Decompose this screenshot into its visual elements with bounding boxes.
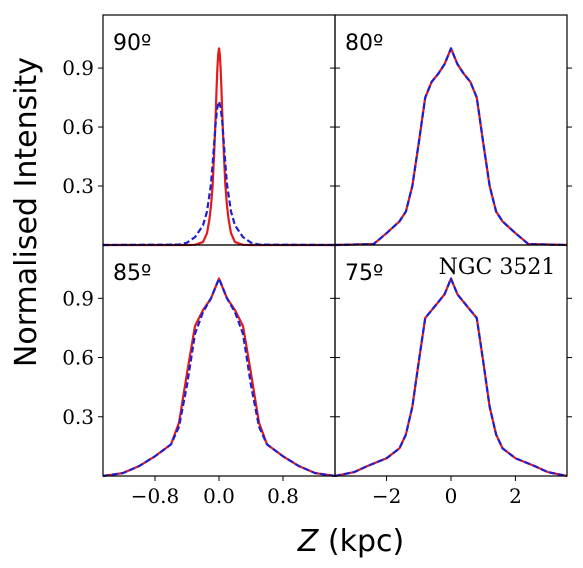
y-tick-label: 0.3 [62, 405, 94, 429]
x-axis-variable: Z [297, 524, 320, 559]
y-tick-label: 0.9 [62, 56, 94, 80]
x-tick-label: 2 [509, 484, 522, 508]
observed-profile-line [334, 47, 568, 247]
y-axis-label: Normalised Intensity [9, 57, 44, 367]
panel-2: 80º [330, 14, 572, 247]
inclination-label: 75º [345, 261, 383, 286]
model-profile-line [102, 277, 336, 478]
observed-profile-line [334, 277, 568, 478]
y-tick-label: 0.9 [62, 286, 94, 310]
x-axis-unit: (kpc) [318, 524, 404, 559]
panel-4: 75º −2 0 2 [330, 244, 572, 508]
x-tick-label: 0 [445, 484, 458, 508]
x-axis-label: Z (kpc) [297, 524, 404, 559]
panel-1: 90º 0.3 0.6 0.9 [62, 14, 340, 247]
model-profile-line [103, 47, 335, 247]
panel-3: 85º 0.3 0.6 0.9 −0.8 0.0 0.8 [62, 244, 340, 508]
x-tick-label: 0.8 [267, 484, 299, 508]
observed-profile-line [102, 277, 336, 478]
y-tick-label: 0.6 [62, 115, 94, 139]
inclination-label: 80º [345, 31, 383, 56]
model-profile-line [334, 277, 568, 478]
galaxy-annotation: NGC 3521 [439, 255, 556, 280]
x-tick-label: −0.8 [131, 484, 180, 508]
panels-group: 90º 0.3 0.6 0.9 80º 85º 0.3 0.6 0.9 −0.8 0.0 0.8 75º… [62, 14, 572, 508]
model-profile-line [334, 47, 568, 247]
y-tick-label: 0.6 [62, 346, 94, 370]
y-tick-label: 0.3 [62, 174, 94, 198]
inclination-label: 85º [113, 261, 151, 286]
x-tick-label: 0.0 [203, 484, 235, 508]
inclination-label: 90º [113, 31, 151, 56]
x-tick-label: −2 [372, 484, 401, 508]
observed-profile-line [102, 100, 336, 247]
